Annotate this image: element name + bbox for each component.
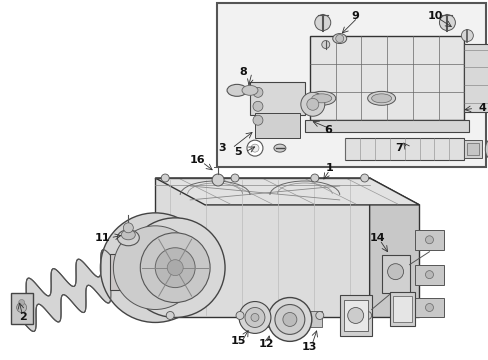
Circle shape xyxy=(347,307,363,323)
Circle shape xyxy=(425,271,432,279)
Polygon shape xyxy=(14,250,123,332)
Text: 11: 11 xyxy=(95,233,110,243)
Text: 6: 6 xyxy=(323,125,331,135)
Bar xyxy=(414,298,444,318)
Ellipse shape xyxy=(332,33,346,44)
Circle shape xyxy=(167,260,183,276)
Text: 13: 13 xyxy=(302,342,317,352)
Circle shape xyxy=(252,115,263,125)
Circle shape xyxy=(113,226,197,310)
Bar xyxy=(217,3,486,167)
Ellipse shape xyxy=(242,85,258,95)
Ellipse shape xyxy=(484,139,488,159)
Bar xyxy=(464,44,488,112)
Ellipse shape xyxy=(226,84,246,96)
Circle shape xyxy=(17,302,26,312)
Bar xyxy=(110,254,140,289)
Circle shape xyxy=(300,92,324,116)
Text: 14: 14 xyxy=(369,233,385,243)
Bar xyxy=(464,140,481,158)
Circle shape xyxy=(100,213,210,323)
Ellipse shape xyxy=(273,144,285,152)
Text: 9: 9 xyxy=(351,11,359,21)
Text: 10: 10 xyxy=(427,11,442,21)
FancyBboxPatch shape xyxy=(11,293,33,324)
Bar xyxy=(304,120,468,132)
Circle shape xyxy=(212,174,224,186)
Circle shape xyxy=(252,87,263,97)
Circle shape xyxy=(321,41,329,49)
Circle shape xyxy=(250,314,259,321)
Text: 15: 15 xyxy=(230,336,245,346)
Text: 1: 1 xyxy=(325,163,333,173)
Bar xyxy=(381,255,408,293)
Circle shape xyxy=(387,264,403,280)
Circle shape xyxy=(161,174,169,182)
Circle shape xyxy=(250,144,259,152)
Ellipse shape xyxy=(117,230,139,246)
Circle shape xyxy=(244,307,264,328)
Bar xyxy=(339,294,371,336)
Circle shape xyxy=(236,311,244,319)
Circle shape xyxy=(155,248,195,288)
Ellipse shape xyxy=(121,230,135,240)
Circle shape xyxy=(252,101,263,111)
Circle shape xyxy=(267,298,311,341)
Polygon shape xyxy=(155,178,369,318)
Text: 4: 4 xyxy=(477,103,485,113)
Bar xyxy=(267,311,281,328)
Circle shape xyxy=(363,311,371,319)
Ellipse shape xyxy=(307,91,335,105)
Circle shape xyxy=(306,98,318,110)
Bar xyxy=(344,138,464,160)
Text: 5: 5 xyxy=(234,147,242,157)
Circle shape xyxy=(310,174,318,182)
Bar xyxy=(467,143,478,155)
Circle shape xyxy=(274,305,304,334)
Bar xyxy=(389,292,414,327)
Bar xyxy=(307,311,321,328)
Text: 16: 16 xyxy=(189,155,204,165)
Circle shape xyxy=(461,30,472,41)
Circle shape xyxy=(246,140,263,156)
Text: 7: 7 xyxy=(395,143,403,153)
Circle shape xyxy=(315,311,323,319)
Bar xyxy=(414,230,444,250)
Text: 12: 12 xyxy=(258,339,273,349)
Circle shape xyxy=(335,35,343,42)
Polygon shape xyxy=(369,178,419,318)
Circle shape xyxy=(140,233,210,302)
Polygon shape xyxy=(155,178,419,205)
Circle shape xyxy=(360,174,368,182)
Ellipse shape xyxy=(371,94,391,103)
Bar xyxy=(249,82,304,115)
Circle shape xyxy=(19,300,24,306)
Circle shape xyxy=(239,302,270,333)
Ellipse shape xyxy=(311,94,331,103)
Circle shape xyxy=(283,312,296,327)
Ellipse shape xyxy=(367,91,395,105)
Bar xyxy=(343,300,367,332)
Text: 8: 8 xyxy=(239,67,246,77)
Text: 3: 3 xyxy=(218,143,225,153)
Bar xyxy=(309,36,464,120)
Circle shape xyxy=(439,15,454,31)
Circle shape xyxy=(166,311,174,319)
Circle shape xyxy=(125,218,224,318)
Bar xyxy=(392,296,411,323)
Bar xyxy=(254,113,299,138)
Text: 2: 2 xyxy=(19,312,26,323)
Circle shape xyxy=(230,174,239,182)
Circle shape xyxy=(314,15,330,31)
Circle shape xyxy=(123,223,133,233)
Circle shape xyxy=(425,303,432,311)
Circle shape xyxy=(425,236,432,244)
Bar xyxy=(414,265,444,285)
